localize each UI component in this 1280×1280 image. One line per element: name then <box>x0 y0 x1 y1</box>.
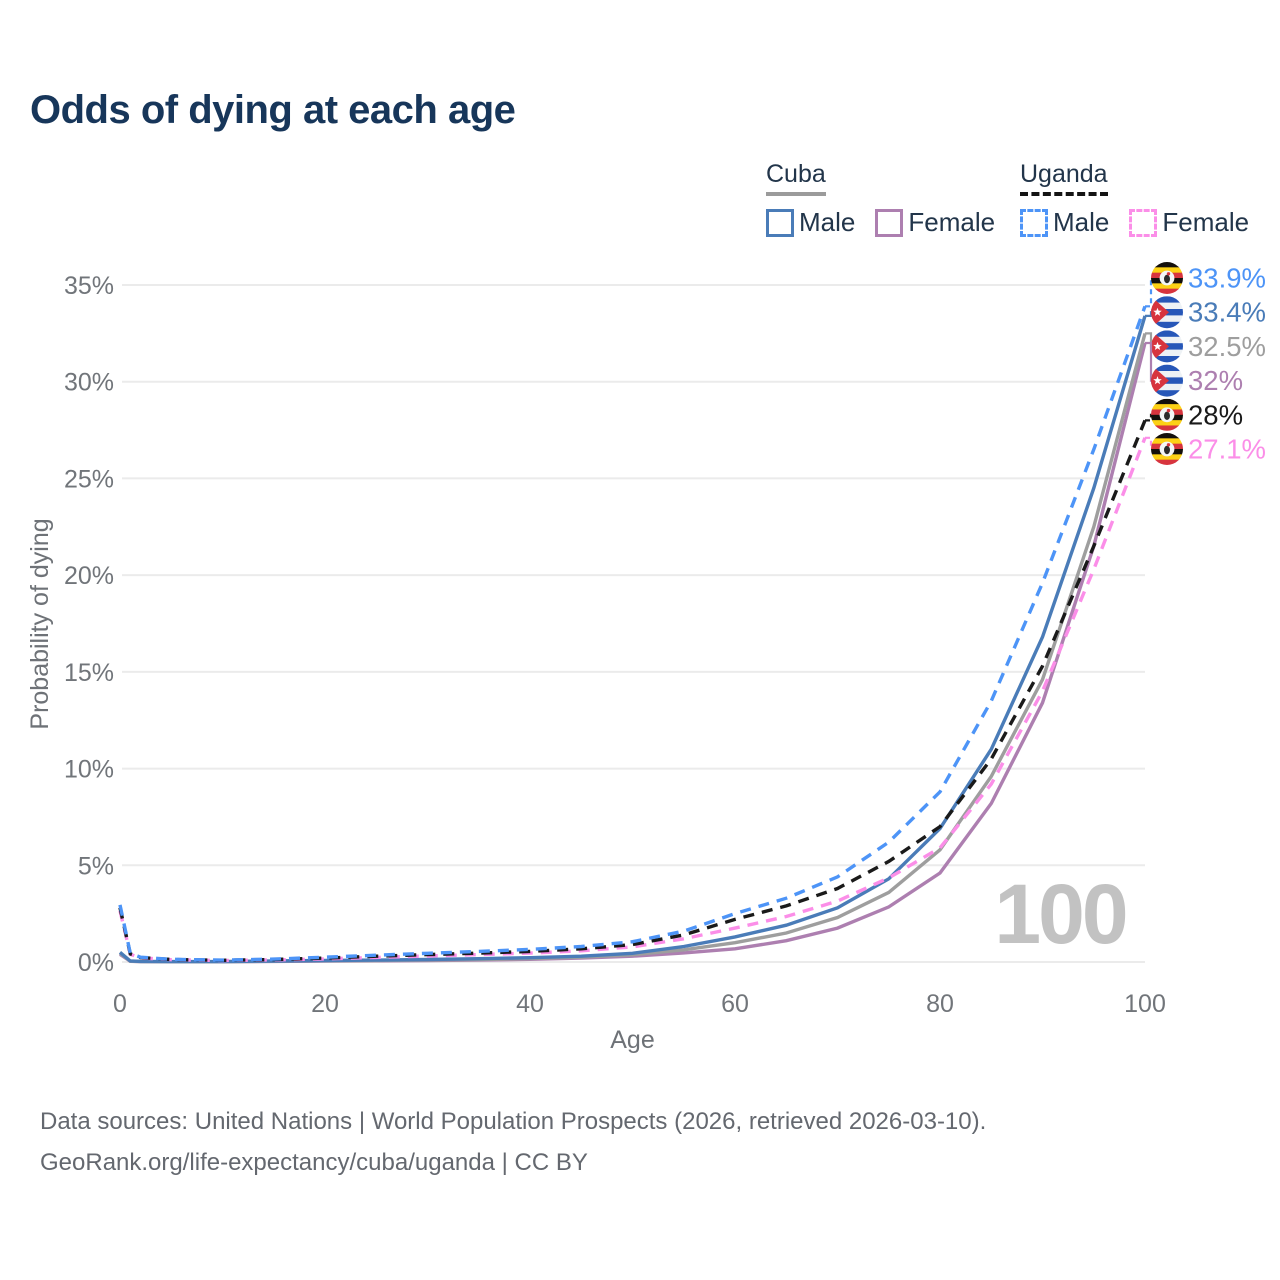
flag-uganda-icon <box>1151 398 1183 431</box>
y-tick-30%: 30% <box>64 369 114 397</box>
y-tick-5%: 5% <box>78 852 114 880</box>
legend-label-uganda-female: Female <box>1162 207 1250 237</box>
end-label-uganda-female: 27.1% <box>1188 434 1266 465</box>
cuba-female-swatch-icon <box>875 208 904 237</box>
legend-uganda-heading: Uganda <box>1020 160 1108 196</box>
y-axis-label: Probability of dying <box>26 518 54 729</box>
end-label-cuba-both-sexes: 32.5% <box>1188 331 1266 362</box>
x-tick-40: 40 <box>516 990 544 1018</box>
end-label-cuba-male: 33.4% <box>1188 297 1266 328</box>
end-label-uganda-both-sexes: 28% <box>1188 399 1243 430</box>
series-line-cuba-both-sexes[interactable] <box>118 332 1147 964</box>
legend-group-uganda: Uganda Male Female <box>1020 160 1249 238</box>
x-tick-0: 0 <box>113 990 127 1018</box>
page-title: Odds of dying at each age <box>30 88 516 132</box>
legend-cuba-heading: Cuba <box>766 160 826 196</box>
footer: Data sources: United Nations | World Pop… <box>40 1101 986 1183</box>
uganda-male-swatch-icon <box>1020 208 1048 237</box>
x-tick-100: 100 <box>1124 990 1166 1018</box>
y-tick-35%: 35% <box>64 272 114 300</box>
end-label-cuba-female: 32% <box>1188 365 1243 396</box>
flag-cuba-icon <box>1151 330 1183 363</box>
flag-uganda-icon <box>1151 433 1183 465</box>
series-line-uganda-both-sexes[interactable] <box>118 419 1147 963</box>
y-tick-25%: 25% <box>64 465 114 493</box>
flag-cuba-icon <box>1151 364 1183 397</box>
x-tick-20: 20 <box>311 990 339 1018</box>
data-sources-line: Data sources: United Nations | World Pop… <box>40 1108 987 1135</box>
legend-item-uganda-male[interactable]: Male <box>1020 207 1109 238</box>
x-tick-60: 60 <box>721 990 749 1018</box>
legend-label-cuba-female: Female <box>908 207 996 237</box>
x-tick-80: 80 <box>926 990 954 1018</box>
legend-group-cuba: Cuba Male Female <box>766 160 995 238</box>
y-tick-0%: 0% <box>78 949 114 977</box>
flag-cuba-icon <box>1151 296 1183 329</box>
legend-label-uganda-male: Male <box>1053 207 1110 237</box>
legend-item-cuba-male[interactable]: Male <box>766 207 855 238</box>
series-line-uganda-male[interactable] <box>118 305 1147 962</box>
y-tick-15%: 15% <box>64 659 114 687</box>
attribution-line: GeoRank.org/life-expectancy/cuba/uganda … <box>40 1149 588 1176</box>
legend-label-cuba-male: Male <box>799 207 856 237</box>
legend-item-uganda-female[interactable]: Female <box>1129 207 1249 238</box>
end-label-uganda-male: 33.9% <box>1188 263 1266 294</box>
uganda-female-swatch-icon <box>1129 208 1158 237</box>
x-axis-label: Age <box>610 1026 654 1054</box>
cuba-male-swatch-icon <box>766 208 794 237</box>
end-label-connector <box>1145 413 1157 422</box>
y-tick-20%: 20% <box>64 562 114 590</box>
y-tick-10%: 10% <box>64 756 114 784</box>
age-counter-watermark: 100 <box>994 867 1128 961</box>
series-line-cuba-female[interactable] <box>119 342 1147 964</box>
legend-item-cuba-female[interactable]: Female <box>875 207 995 238</box>
flag-uganda-icon <box>1151 262 1183 294</box>
